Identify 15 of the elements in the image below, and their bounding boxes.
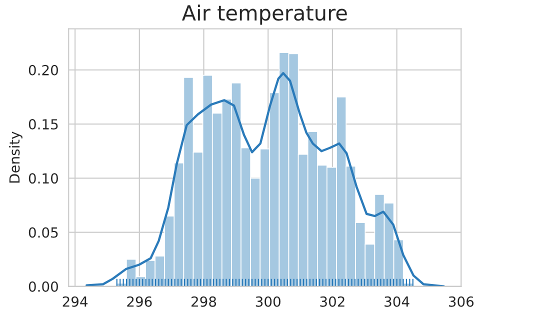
x-tick-label: 306 xyxy=(448,296,474,307)
x-tick-label: 298 xyxy=(192,296,216,307)
y-tick-label: 0.15 xyxy=(28,119,58,130)
y-tick-label: 0.10 xyxy=(28,173,58,184)
y-axis-title: Density xyxy=(8,132,22,183)
x-tick-label: 296 xyxy=(127,296,152,307)
x-tick-label: 300 xyxy=(256,296,280,307)
line-series xyxy=(86,72,445,286)
y-tick-label: 0.05 xyxy=(28,227,58,238)
y-tick-label: 0.00 xyxy=(28,281,58,292)
x-tick-label: 294 xyxy=(62,296,88,307)
x-tick-label: 304 xyxy=(384,296,410,307)
x-tick-label: 302 xyxy=(320,296,344,307)
y-tick-label: 0.20 xyxy=(28,64,58,76)
chart-title: Air temperature xyxy=(182,4,347,25)
